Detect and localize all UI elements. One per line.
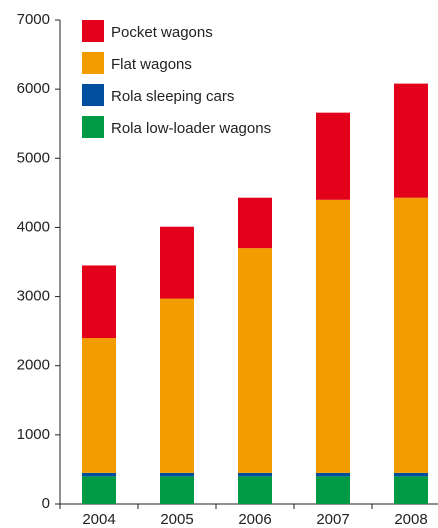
legend-swatch (82, 116, 104, 138)
legend-label: Pocket wagons (111, 24, 213, 41)
bar-segment (160, 472, 194, 477)
bar-segment (394, 197, 428, 473)
bar-segment (316, 472, 350, 477)
y-tick-label: 4000 (17, 218, 50, 235)
y-tick-label: 3000 (17, 288, 50, 305)
legend-label: Rola sleeping cars (111, 88, 234, 105)
x-tick-label: 2008 (394, 511, 427, 528)
bar-segment (160, 226, 194, 299)
bar-segment (238, 472, 272, 477)
bar-segment (394, 472, 428, 477)
y-tick-label: 5000 (17, 149, 50, 166)
y-tick-label: 2000 (17, 357, 50, 374)
legend-label: Flat wagons (111, 56, 192, 73)
y-tick-label: 6000 (17, 80, 50, 97)
bar-segment (238, 197, 272, 249)
bar-segment (316, 199, 350, 473)
y-tick-label: 7000 (17, 11, 50, 28)
legend-swatch (82, 20, 104, 42)
bar-segment (160, 298, 194, 473)
x-tick-label: 2007 (316, 511, 349, 528)
y-tick-label: 1000 (17, 426, 50, 443)
legend-swatch (82, 84, 104, 106)
x-tick-label: 2005 (160, 511, 193, 528)
bar-segment (82, 472, 116, 477)
y-tick-label: 0 (42, 495, 50, 512)
bar-segment (394, 476, 428, 504)
bar-segment (394, 83, 428, 198)
bar-segment (82, 265, 116, 339)
bar-segment (160, 476, 194, 504)
legend-label: Rola low-loader wagons (111, 120, 271, 137)
bar-segment (82, 476, 116, 504)
bar-segment (316, 112, 350, 200)
legend-swatch (82, 52, 104, 74)
bar-segment (238, 476, 272, 504)
x-tick-label: 2006 (238, 511, 271, 528)
x-tick-label: 2004 (82, 511, 115, 528)
bar-segment (82, 338, 116, 473)
bar-segment (238, 248, 272, 473)
bar-segment (316, 476, 350, 504)
